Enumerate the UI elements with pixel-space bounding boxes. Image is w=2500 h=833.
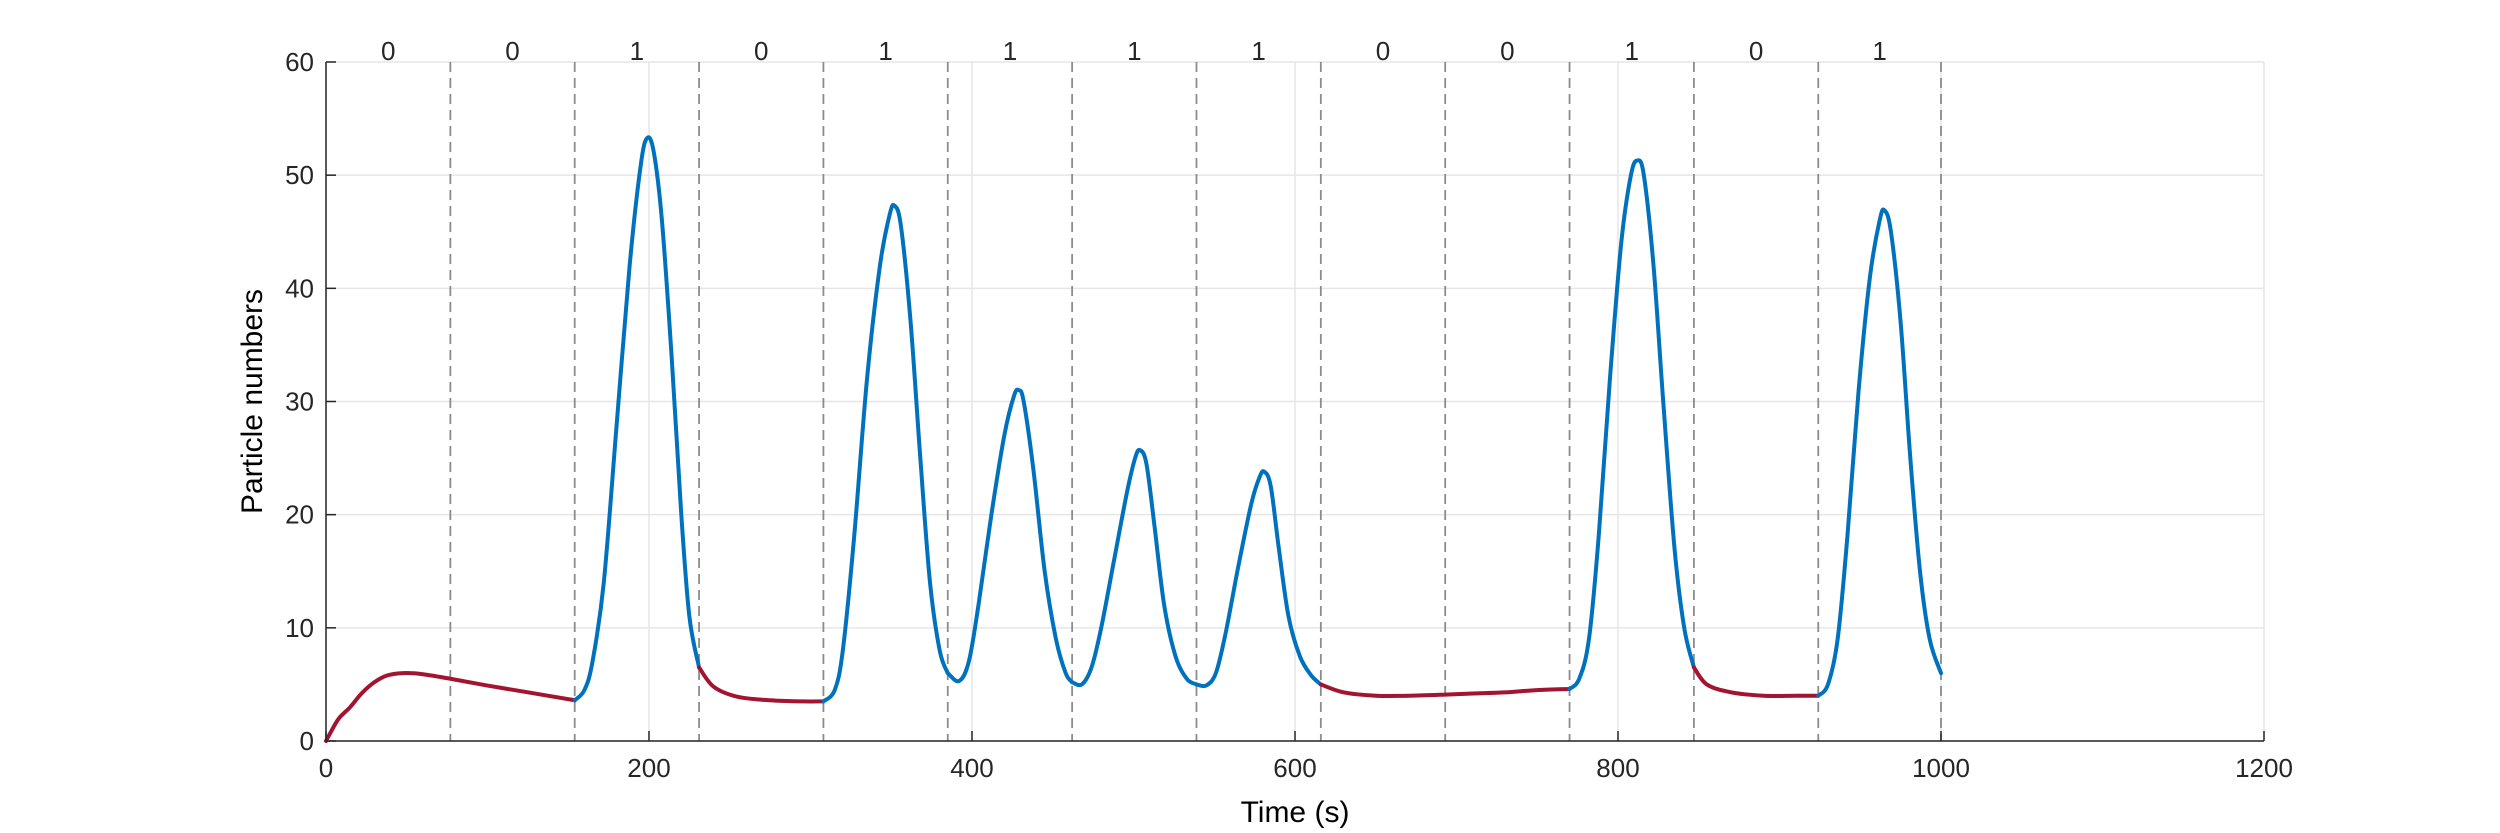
segment-state-label: 0 [381,36,395,66]
x-tick-label: 1200 [2235,753,2293,783]
y-tick-label: 30 [285,387,314,417]
segment-state-labels: 0 0 1 0 1 1 1 1 0 0 1 0 1 [381,36,1887,66]
y-tick-labels: 0 10 20 30 40 50 60 [285,47,314,756]
series-line-state-1 [1194,469,1323,689]
series-line-state-0 [1691,665,1821,698]
y-tick-label: 40 [285,273,314,303]
series-line-state-1 [821,202,950,704]
segment-state-label: 1 [1127,36,1141,66]
series-curves [324,135,1943,743]
x-tick-label: 400 [950,753,993,783]
x-tick-labels: 0 200 400 600 800 1000 1200 [319,753,2293,783]
series-line-state-1 [1567,158,1696,691]
axes [325,61,2265,742]
segment-state-label: 1 [1624,36,1638,66]
x-axis-label: Time (s) [1241,796,1350,829]
segment-state-label: 0 [1376,36,1390,66]
segment-state-label: 1 [878,36,892,66]
x-tick-label: 600 [1273,753,1316,783]
series-line-state-1 [1816,207,1943,698]
segment-state-label: 0 [1500,36,1514,66]
series-line-state-0 [697,665,826,704]
segment-state-label: 1 [1251,36,1265,66]
x-tick-label: 1000 [1912,753,1970,783]
x-tick-label: 0 [319,753,333,783]
series-line-state-1 [945,387,1075,685]
segment-state-label: 0 [505,36,519,66]
y-tick-label: 50 [285,160,314,190]
x-tick-label: 800 [1596,753,1639,783]
y-tick-label: 0 [300,726,314,756]
x-tick-label: 200 [627,753,670,783]
segment-state-label: 1 [630,36,644,66]
segment-state-label: 0 [1749,36,1763,66]
series-line-state-0 [324,671,577,743]
segment-boundaries [449,62,1942,741]
segment-state-label: 0 [754,36,768,66]
y-tick-label: 60 [285,47,314,77]
series-line-state-0 [1318,682,1572,699]
series-line-state-1 [1070,447,1199,688]
segment-state-label: 1 [1003,36,1017,66]
segment-state-label: 1 [1872,36,1886,66]
y-axis-label: Particle numbers [236,289,269,514]
y-tick-label: 10 [285,613,314,643]
series-line-state-1 [572,135,702,703]
y-tick-label: 20 [285,500,314,530]
